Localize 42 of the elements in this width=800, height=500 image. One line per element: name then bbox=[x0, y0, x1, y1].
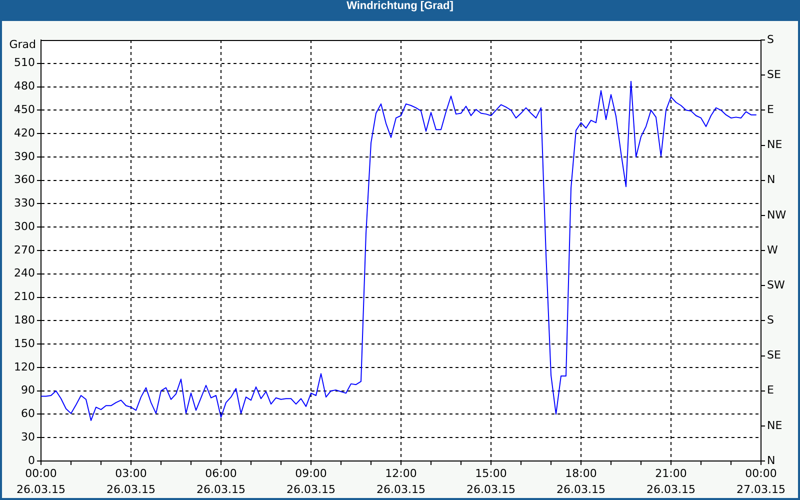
category-label: S bbox=[767, 314, 774, 327]
category-label: E bbox=[767, 384, 774, 397]
category-label: N bbox=[767, 454, 776, 467]
category-label: SW bbox=[767, 278, 785, 292]
y-tick-label: 480 bbox=[14, 80, 35, 93]
y-tick-label: 390 bbox=[14, 150, 35, 163]
y-tick-label: 510 bbox=[14, 56, 35, 70]
y-tick-label: 0 bbox=[28, 454, 35, 467]
y-tick-label: 300 bbox=[14, 220, 35, 233]
y-tick-label: 180 bbox=[14, 314, 35, 327]
y-tick-label: 30 bbox=[21, 430, 35, 444]
x-tick-label: 15:00 26.03.15 bbox=[466, 466, 516, 496]
category-label: S bbox=[767, 32, 774, 46]
x-tick-label: 03:00 26.03.15 bbox=[106, 466, 156, 496]
category-label: NE bbox=[767, 418, 782, 432]
x-tick-label: 06:00 26.03.15 bbox=[196, 466, 246, 496]
category-label: SE bbox=[767, 348, 781, 362]
x-tick-label: 00:00 26.03.15 bbox=[16, 466, 66, 496]
y-tick-label: 360 bbox=[14, 173, 35, 186]
y-tick-label: 90 bbox=[21, 384, 35, 397]
category-label: NW bbox=[767, 208, 786, 222]
x-tick-label: 12:00 26.03.15 bbox=[376, 466, 426, 496]
category-label: N bbox=[767, 173, 776, 186]
category-label: SE bbox=[767, 68, 781, 81]
y-tick-label: 150 bbox=[14, 336, 35, 350]
y-tick-label: 450 bbox=[14, 103, 35, 116]
y-tick-label: 60 bbox=[21, 407, 35, 420]
x-tick-label: 18:00 26.03.15 bbox=[556, 466, 606, 496]
category-label: NE bbox=[767, 138, 782, 152]
x-tick-label: 09:00 26.03.15 bbox=[286, 466, 336, 496]
y-tick-label: 120 bbox=[14, 360, 35, 374]
y-tick-label: 270 bbox=[14, 243, 35, 256]
y-tick-label: 420 bbox=[14, 126, 35, 140]
x-tick-label: 00:00 27.03.15 bbox=[736, 466, 786, 496]
chart-title: Windrichtung [Grad] bbox=[346, 0, 454, 14]
x-tick-label: 21:00 26.03.15 bbox=[646, 466, 696, 496]
y-axis-title: Grad bbox=[9, 38, 36, 51]
y-tick-label: 240 bbox=[14, 266, 35, 280]
y-tick-label: 330 bbox=[14, 196, 35, 210]
category-label: E bbox=[767, 103, 774, 116]
y-tick-label: 210 bbox=[14, 290, 35, 304]
category-label: W bbox=[767, 243, 778, 256]
